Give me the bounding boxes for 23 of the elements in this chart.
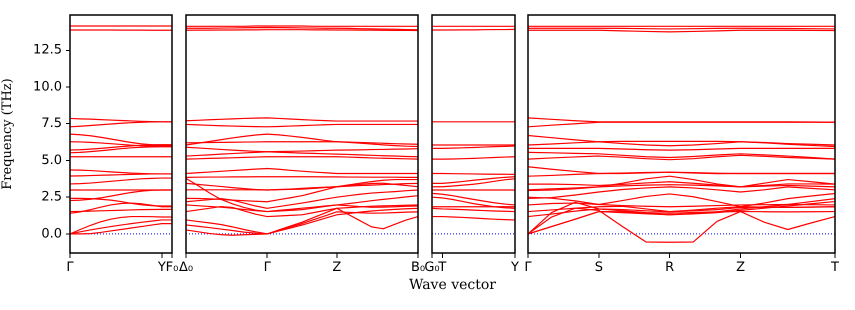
x-tick-label: G₀ <box>424 260 440 276</box>
x-tick-label: Z <box>332 260 342 276</box>
x-tick-label: Γ <box>264 260 272 276</box>
y-tick-label: 7.5 <box>41 116 62 132</box>
x-tick-label: S <box>594 260 603 276</box>
y-tick-label: 5.0 <box>41 152 62 168</box>
x-tick-label: Y <box>156 260 166 276</box>
x-tick-label: T <box>830 260 840 276</box>
x-tick-label: R <box>665 260 674 276</box>
x-tick-label: T <box>437 260 446 276</box>
x-tick-label: Γ <box>524 260 532 276</box>
x-tick-label: Γ <box>66 260 74 276</box>
y-tick-label: 10.0 <box>33 79 62 94</box>
x-tick-label: Z <box>736 260 746 276</box>
x-tick-label: F₀ <box>166 260 178 276</box>
y-tick-label: 0.0 <box>41 226 62 242</box>
x-tick-label: Δ₀ <box>178 260 194 276</box>
x-tick-label: B₀ <box>410 260 426 276</box>
x-axis-title: Wave vector <box>409 277 496 293</box>
y-tick-label: 2.5 <box>41 190 62 205</box>
y-tick-label: 12.5 <box>33 42 62 58</box>
y-axis-title: Frequency (THz) <box>0 78 16 190</box>
x-tick-label: Y <box>510 260 520 276</box>
